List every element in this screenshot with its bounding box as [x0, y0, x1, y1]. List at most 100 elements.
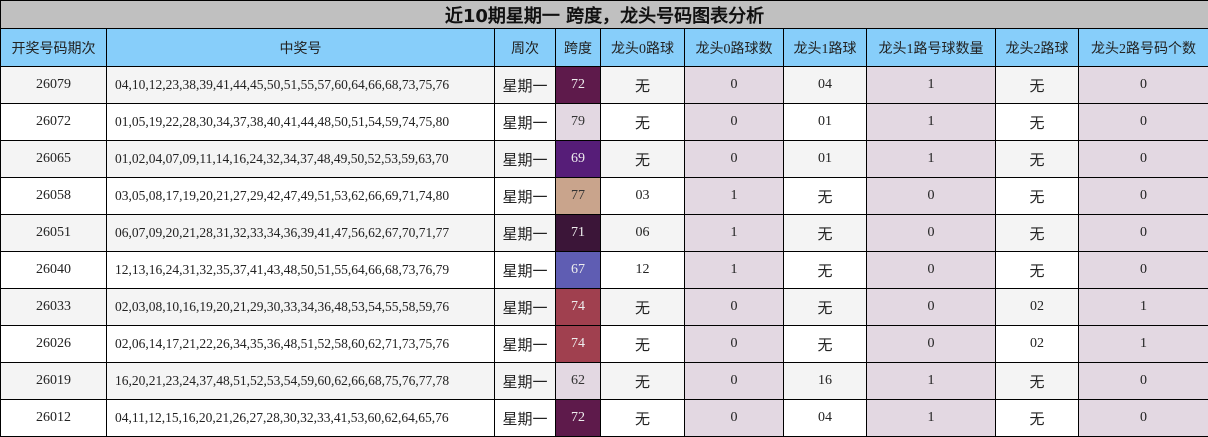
cell-week: 星期一 — [495, 252, 556, 289]
cell-route2-ball: 无 — [996, 252, 1079, 289]
cell-route1-ball: 04 — [784, 67, 867, 104]
header-issue: 开奖号码期次 — [1, 29, 107, 67]
cell-route1-count: 0 — [867, 289, 996, 326]
cell-route0-count: 1 — [685, 178, 784, 215]
header-route2-count: 龙头2路号码个数 — [1079, 29, 1208, 67]
header-week: 周次 — [495, 29, 556, 67]
cell-span: 67 — [556, 252, 601, 289]
cell-route0-ball: 无 — [601, 104, 685, 141]
cell-route1-ball: 无 — [784, 215, 867, 252]
cell-route1-count: 0 — [867, 215, 996, 252]
cell-route2-ball: 无 — [996, 215, 1079, 252]
cell-route0-count: 0 — [685, 400, 784, 437]
cell-week: 星期一 — [495, 326, 556, 363]
cell-route1-ball: 无 — [784, 252, 867, 289]
cell-route1-ball: 16 — [784, 363, 867, 400]
cell-numbers: 04,11,12,15,16,20,21,26,27,28,30,32,33,4… — [107, 400, 495, 437]
cell-route1-count: 1 — [867, 104, 996, 141]
cell-route2-ball: 无 — [996, 178, 1079, 215]
header-numbers: 中奖号 — [107, 29, 495, 67]
cell-route0-ball: 无 — [601, 363, 685, 400]
header-span: 跨度 — [556, 29, 601, 67]
cell-route2-ball: 无 — [996, 104, 1079, 141]
table-title: 近10期星期一 跨度，龙头号码图表分析 — [1, 1, 1208, 29]
header-route1-ball: 龙头1路球 — [784, 29, 867, 67]
cell-route2-count: 0 — [1079, 178, 1208, 215]
cell-numbers: 01,02,04,07,09,11,14,16,24,32,34,37,48,4… — [107, 141, 495, 178]
cell-route2-count: 0 — [1079, 400, 1208, 437]
header-route2-ball: 龙头2路球 — [996, 29, 1079, 67]
cell-route2-ball: 无 — [996, 363, 1079, 400]
cell-span: 62 — [556, 363, 601, 400]
cell-route1-count: 1 — [867, 67, 996, 104]
cell-route0-count: 1 — [685, 252, 784, 289]
cell-issue: 26012 — [1, 400, 107, 437]
cell-week: 星期一 — [495, 141, 556, 178]
cell-issue: 26065 — [1, 141, 107, 178]
cell-route2-count: 0 — [1079, 67, 1208, 104]
cell-issue: 26079 — [1, 67, 107, 104]
cell-route2-ball: 02 — [996, 289, 1079, 326]
cell-numbers: 02,03,08,10,16,19,20,21,29,30,33,34,36,4… — [107, 289, 495, 326]
cell-route0-ball: 无 — [601, 400, 685, 437]
cell-route1-count: 1 — [867, 363, 996, 400]
cell-route1-ball: 04 — [784, 400, 867, 437]
cell-route0-ball: 无 — [601, 141, 685, 178]
cell-issue: 26058 — [1, 178, 107, 215]
cell-route1-ball: 无 — [784, 178, 867, 215]
cell-numbers: 04,10,12,23,38,39,41,44,45,50,51,55,57,6… — [107, 67, 495, 104]
cell-route2-ball: 无 — [996, 141, 1079, 178]
cell-route0-ball: 03 — [601, 178, 685, 215]
cell-span: 77 — [556, 178, 601, 215]
cell-route1-count: 1 — [867, 400, 996, 437]
cell-route1-ball: 01 — [784, 104, 867, 141]
cell-route0-ball: 无 — [601, 326, 685, 363]
cell-route2-ball: 无 — [996, 400, 1079, 437]
cell-route2-count: 0 — [1079, 252, 1208, 289]
cell-route2-count: 0 — [1079, 215, 1208, 252]
cell-span: 72 — [556, 400, 601, 437]
cell-issue: 26051 — [1, 215, 107, 252]
cell-route0-count: 0 — [685, 67, 784, 104]
cell-span: 72 — [556, 67, 601, 104]
cell-issue: 26072 — [1, 104, 107, 141]
cell-issue: 26019 — [1, 363, 107, 400]
header-route0-count: 龙头0路球数 — [685, 29, 784, 67]
cell-span: 74 — [556, 326, 601, 363]
cell-route0-count: 1 — [685, 215, 784, 252]
cell-route2-ball: 无 — [996, 67, 1079, 104]
cell-route1-count: 0 — [867, 178, 996, 215]
cell-route2-count: 0 — [1079, 104, 1208, 141]
cell-route2-count: 0 — [1079, 363, 1208, 400]
cell-route1-count: 1 — [867, 141, 996, 178]
cell-span: 74 — [556, 289, 601, 326]
cell-week: 星期一 — [495, 104, 556, 141]
cell-route2-ball: 02 — [996, 326, 1079, 363]
cell-route2-count: 1 — [1079, 289, 1208, 326]
cell-issue: 26040 — [1, 252, 107, 289]
cell-route0-ball: 06 — [601, 215, 685, 252]
cell-numbers: 02,06,14,17,21,22,26,34,35,36,48,51,52,5… — [107, 326, 495, 363]
cell-route0-count: 0 — [685, 326, 784, 363]
cell-route0-count: 0 — [685, 141, 784, 178]
cell-numbers: 03,05,08,17,19,20,21,27,29,42,47,49,51,5… — [107, 178, 495, 215]
cell-span: 71 — [556, 215, 601, 252]
cell-numbers: 01,05,19,22,28,30,34,37,38,40,41,44,48,5… — [107, 104, 495, 141]
header-route1-count: 龙头1路号球数量 — [867, 29, 996, 67]
cell-week: 星期一 — [495, 215, 556, 252]
cell-route0-count: 0 — [685, 104, 784, 141]
cell-numbers: 16,20,21,23,24,37,48,51,52,53,54,59,60,6… — [107, 363, 495, 400]
cell-week: 星期一 — [495, 363, 556, 400]
cell-route0-count: 0 — [685, 289, 784, 326]
cell-span: 69 — [556, 141, 601, 178]
cell-route0-ball: 无 — [601, 67, 685, 104]
